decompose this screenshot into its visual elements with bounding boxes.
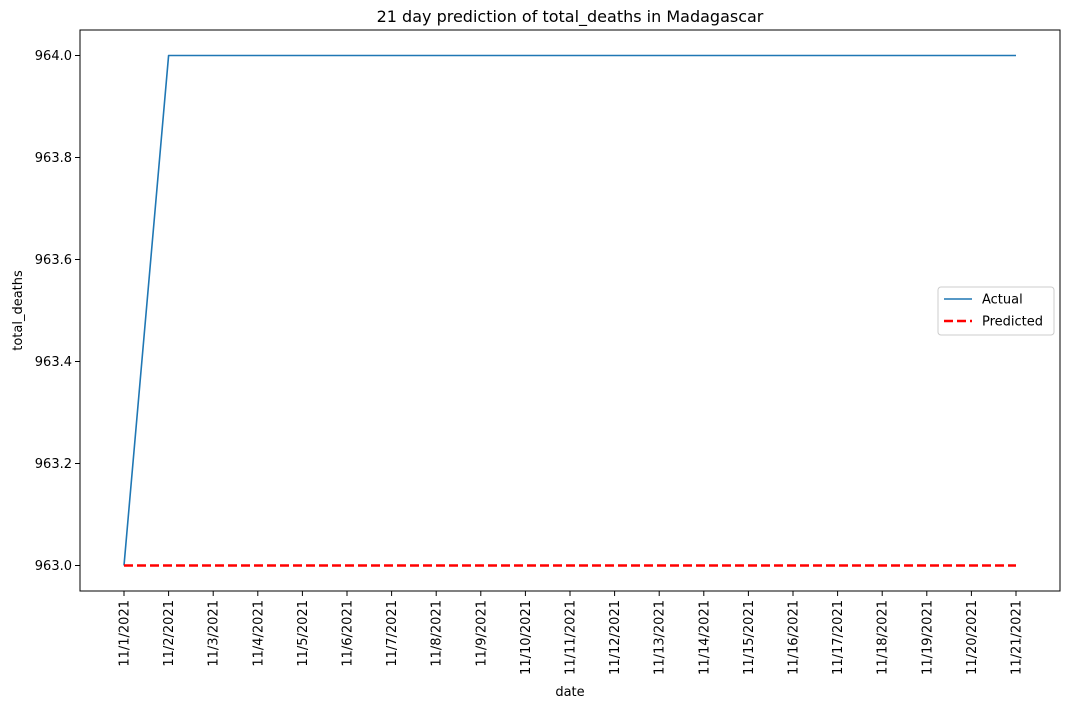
x-tick-label: 11/18/2021 [876,600,891,675]
x-tick-label: 11/7/2021 [385,600,400,667]
x-tick-label: 11/12/2021 [608,600,623,675]
x-tick-label: 11/17/2021 [831,600,846,675]
x-tick-label: 11/3/2021 [207,600,222,667]
y-tick-label: 963.8 [35,151,72,166]
legend-label-actual: Actual [982,293,1023,308]
x-tick-label: 11/19/2021 [920,600,935,675]
chart-title: 21 day prediction of total_deaths in Mad… [377,7,764,27]
x-tick-label: 11/5/2021 [296,600,311,667]
y-tick-label: 963.0 [35,559,72,574]
y-tick-label: 963.6 [35,253,72,268]
legend-label-predicted: Predicted [982,315,1043,330]
x-tick-label: 11/14/2021 [697,600,712,675]
x-tick-label: 11/1/2021 [118,600,133,667]
y-tick-label: 963.4 [35,355,72,370]
x-tick-label: 11/2/2021 [162,600,177,667]
x-tick-label: 11/21/2021 [1010,600,1025,675]
y-tick-label: 963.2 [35,457,72,472]
x-tick-label: 11/20/2021 [965,600,980,675]
y-tick-label: 964.0 [35,49,72,64]
x-tick-label: 11/11/2021 [564,600,579,675]
y-axis-title: total_deaths [11,270,26,351]
x-tick-label: 11/13/2021 [653,600,668,675]
y-axis: 963.0 963.2 963.4 963.6 963.8 964.0 [35,49,80,574]
plot-frame [79,29,1061,592]
x-axis: 11/1/2021 11/2/2021 11/3/2021 11/4/2021 11/5… [118,591,1025,675]
series-line-actual [123,54,1016,566]
x-tick-label: 11/16/2021 [787,600,802,675]
series-layer [123,54,1016,567]
x-tick-label: 11/6/2021 [341,600,356,667]
x-tick-label: 11/4/2021 [251,600,266,667]
x-tick-label: 11/10/2021 [519,600,534,675]
x-tick-label: 11/8/2021 [430,600,445,667]
x-tick-label: 11/9/2021 [474,600,489,667]
x-tick-label: 11/15/2021 [742,600,757,675]
legend: Actual Predicted [937,286,1055,336]
x-axis-title: date [555,685,584,700]
